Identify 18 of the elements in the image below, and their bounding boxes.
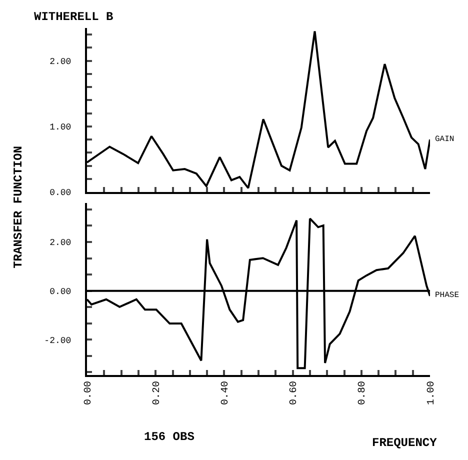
chart-title: WITHERELL B	[34, 10, 114, 24]
x-tick-label: 0.00	[83, 381, 94, 406]
x-axis-title: FREQUENCY	[372, 436, 438, 450]
y-tick-label: 1.00	[50, 122, 72, 133]
series-label: GAIN	[435, 135, 454, 144]
y-axis-title: TRANSFER FUNCTION	[11, 146, 26, 268]
y-tick-label: 2.00	[50, 56, 72, 67]
y-tick-label: 0.00	[50, 188, 72, 198]
y-tick-label: 0.00	[50, 286, 72, 297]
series-label: PHASE	[435, 291, 460, 300]
x-tick-label: 0.40	[220, 381, 232, 406]
y-tick-label: -2.00	[44, 336, 72, 346]
y-tick-label: 2.00	[50, 238, 72, 248]
x-tick-label: 1.00	[426, 381, 438, 406]
x-tick-label: 0.80	[358, 381, 369, 406]
x-tick-label: 0.20	[152, 381, 163, 406]
text: 156 OBS	[144, 430, 194, 444]
x-tick-label: 0.60	[289, 381, 300, 406]
